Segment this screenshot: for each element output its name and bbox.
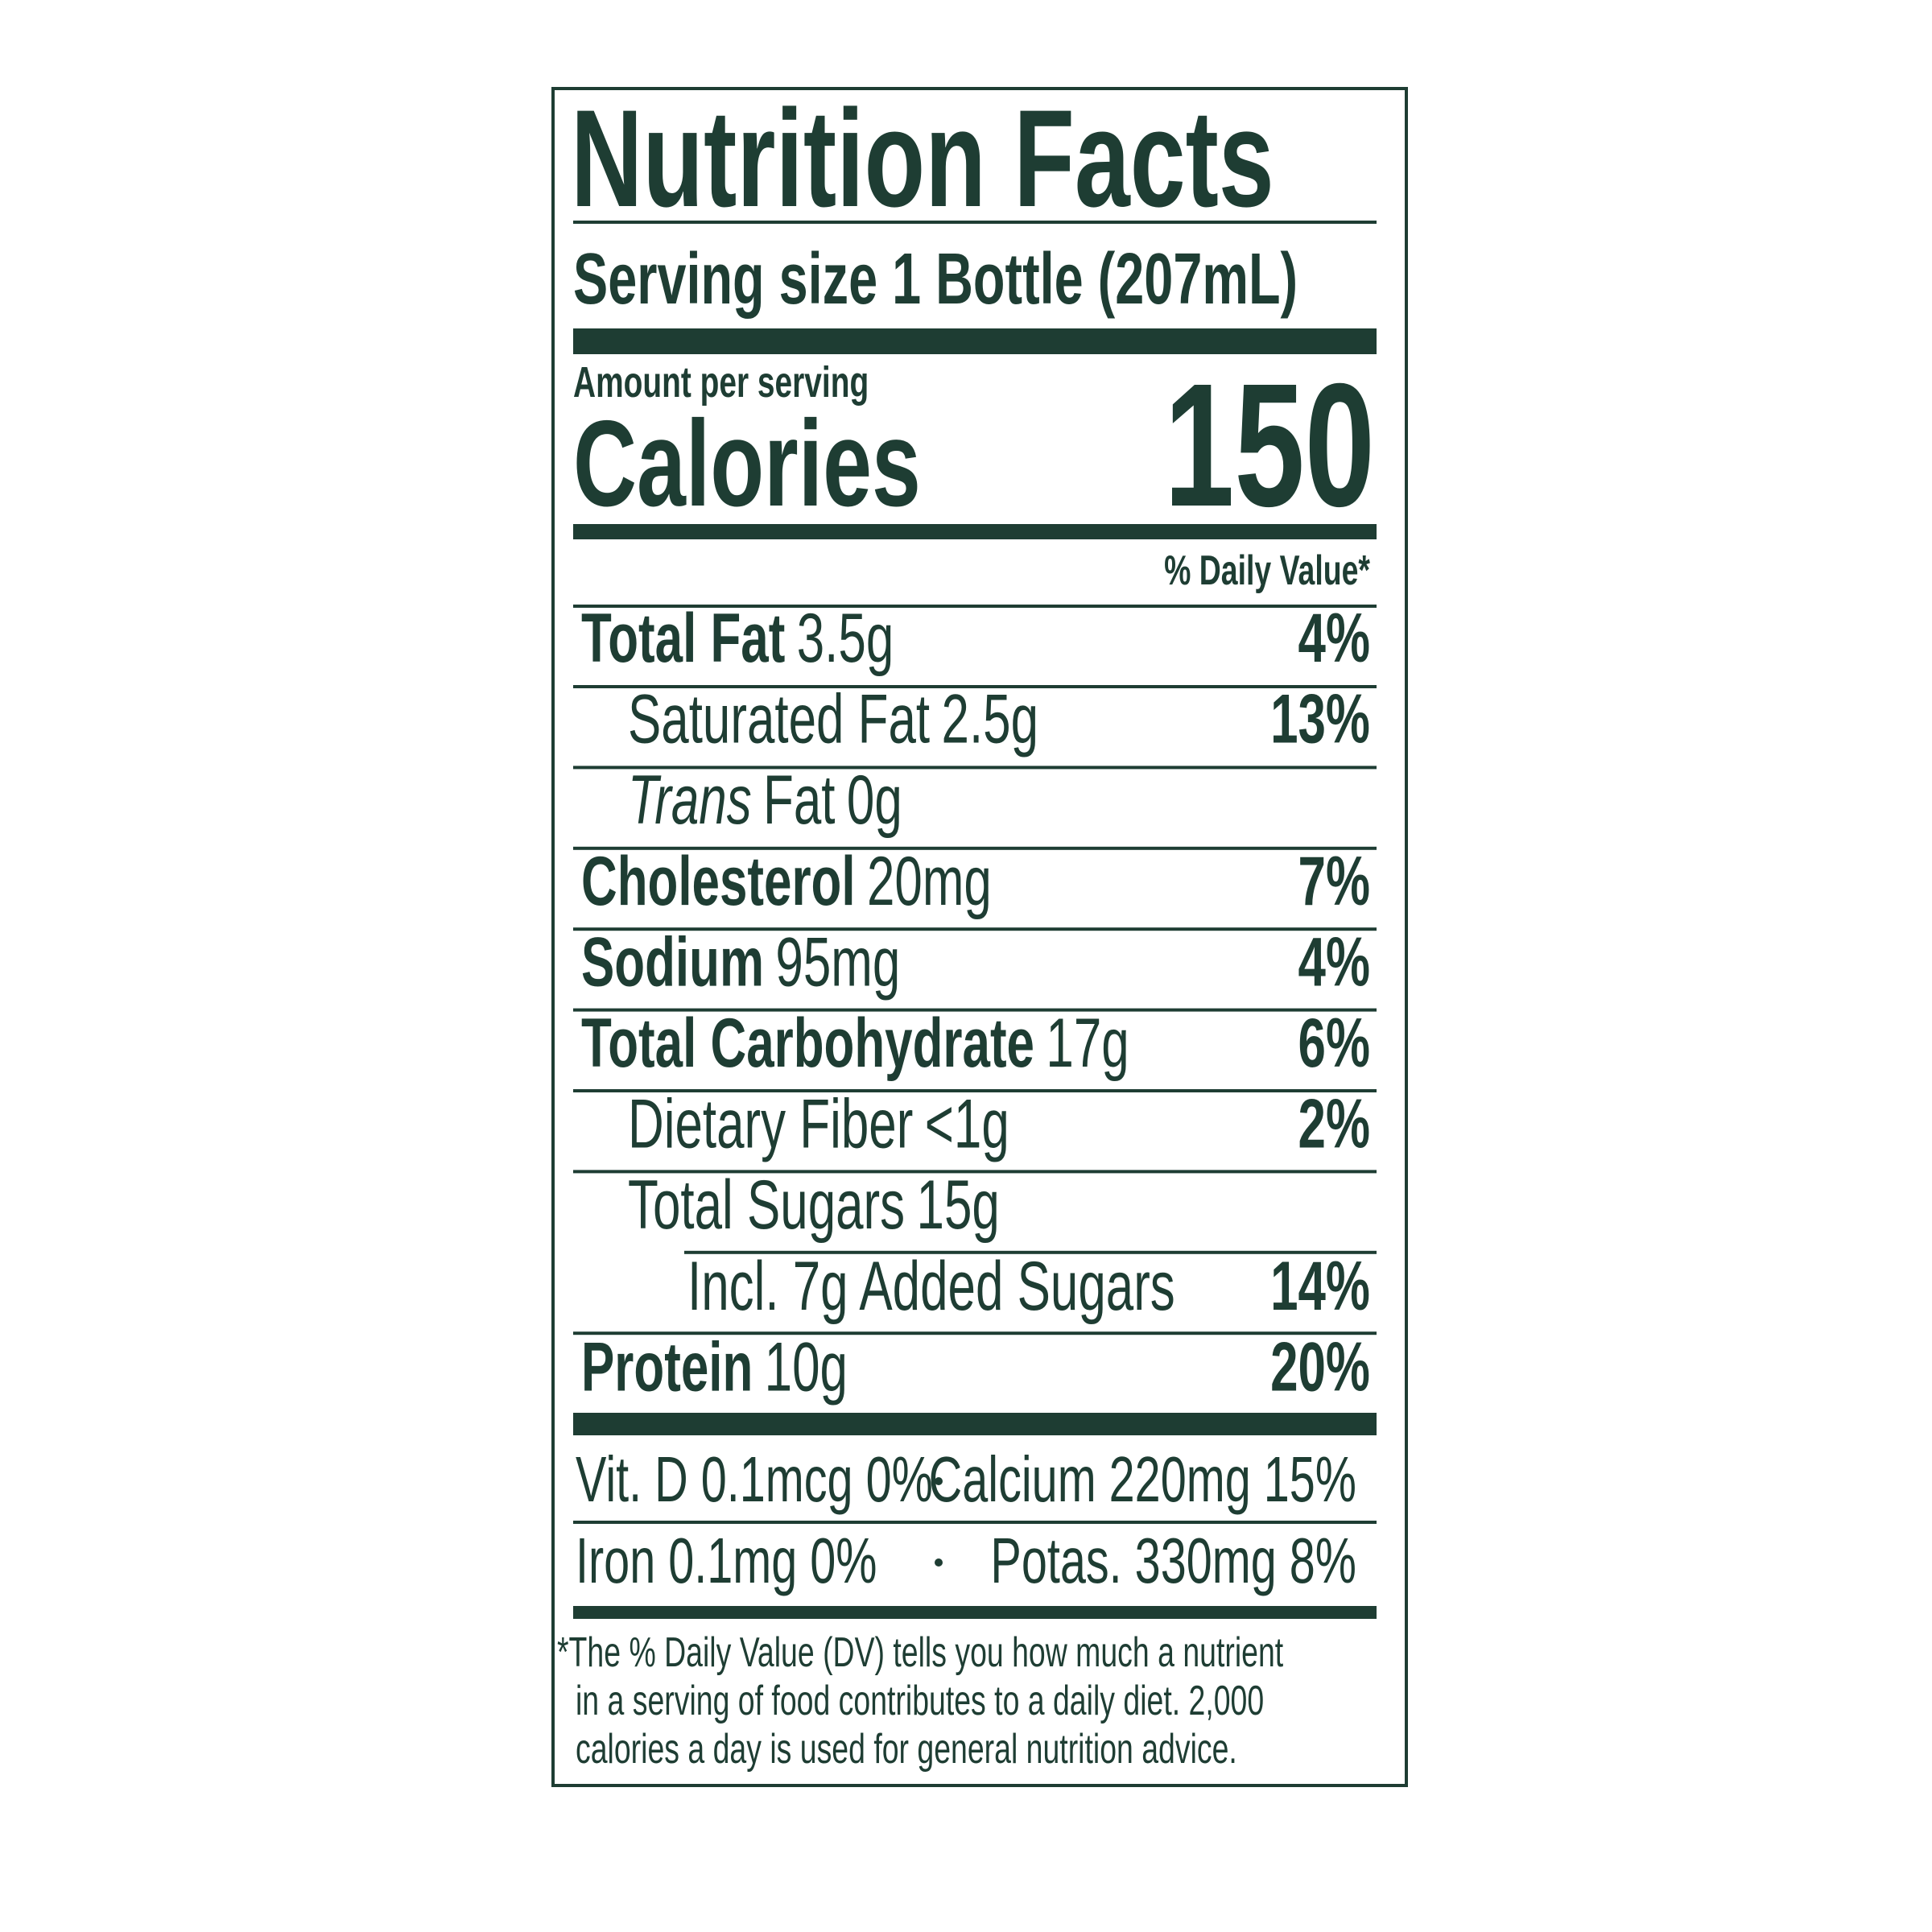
rule xyxy=(573,685,1377,688)
rule xyxy=(573,1521,1377,1524)
rule xyxy=(573,927,1377,931)
nutrient-amount: 20mg xyxy=(867,842,992,919)
calories-value: 150 xyxy=(1164,348,1375,543)
nutrient-amount: 2.5g xyxy=(942,680,1039,758)
calories-label: Calories xyxy=(573,395,921,532)
nutrient-amount: <1g xyxy=(925,1085,1009,1162)
rule xyxy=(573,766,1377,770)
nutrient-name: Cholesterol xyxy=(581,842,856,919)
nutrient-amount: 95mg xyxy=(775,923,900,1000)
nutrient-amount: 17g xyxy=(1046,1004,1129,1081)
nutrient-dv: 7% xyxy=(1298,842,1370,919)
thick-rule xyxy=(573,1413,1377,1435)
nutrient-name: Total Sugars xyxy=(628,1166,905,1243)
footnote-line: *The % Daily Value (DV) tells you how mu… xyxy=(557,1629,1284,1676)
nutrient-row: Total Carbohydrate 17g xyxy=(581,1004,1129,1081)
vitamin-left: Iron 0.1mg 0% xyxy=(576,1525,877,1597)
footnote-line: calories a day is used for general nutri… xyxy=(576,1725,1237,1773)
nutrient-name: Fat xyxy=(763,761,836,838)
nutrient-dv: 13% xyxy=(1270,680,1370,758)
nutrient-row: Trans Fat 0g xyxy=(628,761,902,838)
nutrient-dv: 2% xyxy=(1298,1085,1370,1162)
medium-rule xyxy=(573,524,1377,539)
nutrient-dv: 4% xyxy=(1298,599,1370,676)
nutrient-name: Dietary Fiber xyxy=(628,1085,913,1162)
nutrient-dv: 6% xyxy=(1298,1004,1370,1081)
nutrient-amount: 0g xyxy=(847,761,902,838)
footnote-line: in a serving of food contributes to a da… xyxy=(576,1677,1264,1724)
serving-size: Serving size 1 Bottle (207mL) xyxy=(573,238,1298,320)
vitamin-left: Vit. D 0.1mcg 0% xyxy=(576,1443,933,1516)
nutrient-row: Cholesterol 20mg xyxy=(581,842,992,919)
nutrient-amount: 3.5g xyxy=(797,599,894,676)
nutrient-name-italic: Trans xyxy=(628,761,752,838)
rule xyxy=(573,1089,1377,1092)
nutrient-name: Total Carbohydrate xyxy=(581,1004,1034,1081)
nutrient-name: Saturated Fat xyxy=(628,680,930,758)
vitamin-right: Potas. 330mg 8% xyxy=(990,1525,1356,1597)
rule xyxy=(573,846,1377,850)
nutrient-name: Incl. 7g Added Sugars xyxy=(687,1247,1175,1324)
nutrient-row: Total Sugars 15g xyxy=(628,1166,1000,1243)
nutrient-row: Protein 10g xyxy=(581,1327,848,1405)
nutrient-name: Sodium xyxy=(581,923,764,1000)
bullet xyxy=(935,1477,943,1485)
nutrient-dv: 4% xyxy=(1298,923,1370,1000)
nutrient-name: Protein xyxy=(581,1327,753,1405)
daily-value-header: % Daily Value* xyxy=(1164,547,1370,594)
rule xyxy=(684,1250,1377,1254)
rule xyxy=(573,221,1377,224)
title: Nutrition Facts xyxy=(571,80,1274,236)
nutrient-row: Total Fat 3.5g xyxy=(581,599,894,676)
amount-per-serving: Amount per serving xyxy=(573,357,869,407)
bullet xyxy=(935,1558,943,1567)
rule xyxy=(573,1008,1377,1012)
nutrient-dv: 20% xyxy=(1270,1327,1370,1405)
nutrient-row: Incl. 7g Added Sugars xyxy=(687,1247,1175,1324)
nutrient-dv: 14% xyxy=(1270,1247,1370,1324)
nutrient-row: Dietary Fiber <1g xyxy=(628,1085,1009,1162)
rule xyxy=(573,1170,1377,1174)
nutrient-amount: 15g xyxy=(917,1166,1000,1243)
nutrient-row: Sodium 95mg xyxy=(581,923,900,1000)
vitamin-right: Calcium 220mg 15% xyxy=(929,1443,1356,1516)
nutrient-amount: 10g xyxy=(765,1327,848,1405)
rule xyxy=(573,605,1377,608)
nutrient-name: Total Fat xyxy=(581,599,785,676)
medium-rule xyxy=(573,1606,1377,1619)
label-border xyxy=(551,87,1408,1787)
rule xyxy=(573,1331,1377,1335)
thick-rule xyxy=(573,328,1377,354)
nutrient-row: Saturated Fat 2.5g xyxy=(628,680,1038,758)
